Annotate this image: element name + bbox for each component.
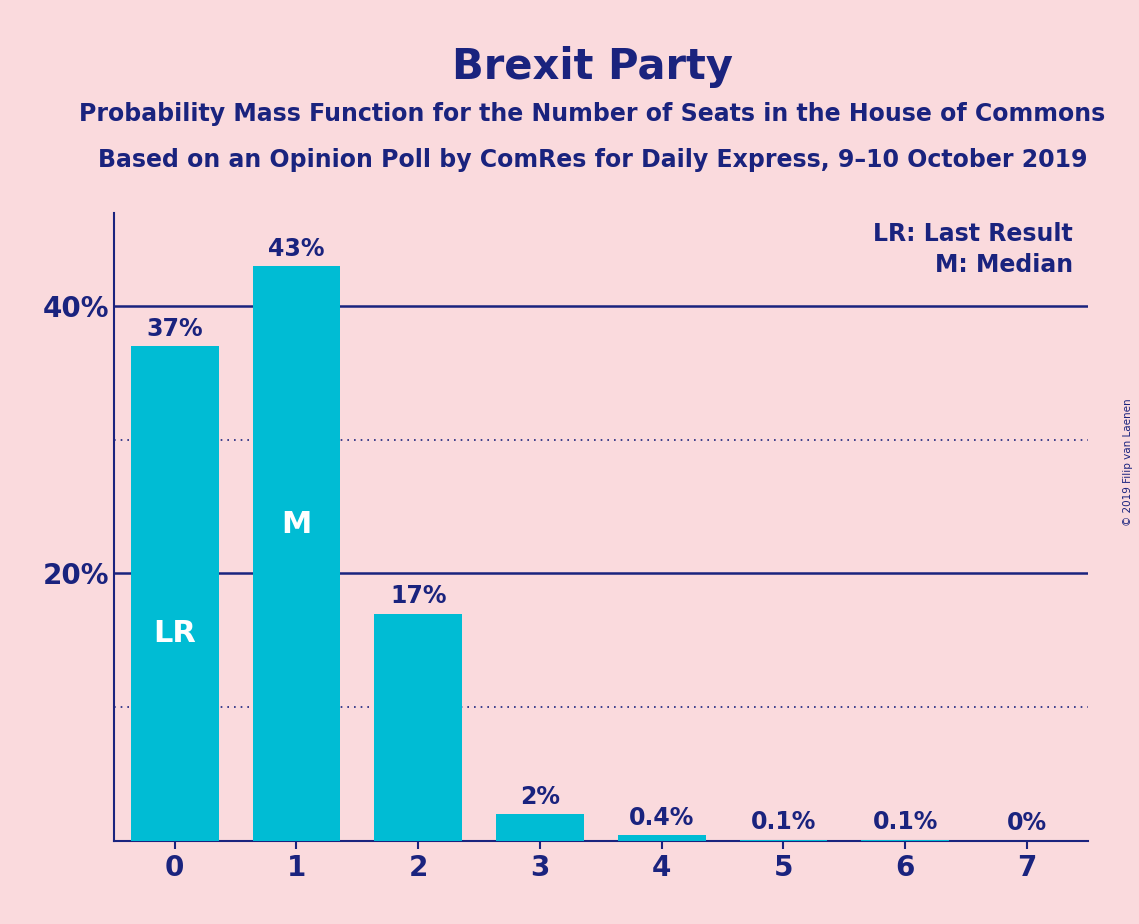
Text: 17%: 17% [390,584,446,608]
Text: Based on an Opinion Poll by ComRes for Daily Express, 9–10 October 2019: Based on an Opinion Poll by ComRes for D… [98,148,1087,172]
Text: 43%: 43% [269,237,325,261]
Bar [253,266,341,841]
Bar [739,840,827,841]
Text: Probability Mass Function for the Number of Seats in the House of Commons: Probability Mass Function for the Number… [79,102,1106,126]
Text: Brexit Party: Brexit Party [452,46,732,88]
Bar [497,814,584,841]
Bar [617,835,705,841]
Text: 0.4%: 0.4% [629,806,695,830]
Text: 0%: 0% [1007,811,1047,835]
Text: 0.1%: 0.1% [872,810,937,834]
Bar [131,346,219,841]
Text: 2%: 2% [521,784,560,808]
Text: LR: LR [154,618,196,648]
Text: M: M [281,510,312,540]
Text: © 2019 Filip van Laenen: © 2019 Filip van Laenen [1123,398,1132,526]
Bar [375,614,462,841]
Text: 37%: 37% [147,317,203,341]
Bar [861,840,949,841]
Text: 0.1%: 0.1% [751,810,817,834]
Text: LR: Last Result: LR: Last Result [874,222,1073,246]
Text: M: Median: M: Median [935,253,1073,277]
